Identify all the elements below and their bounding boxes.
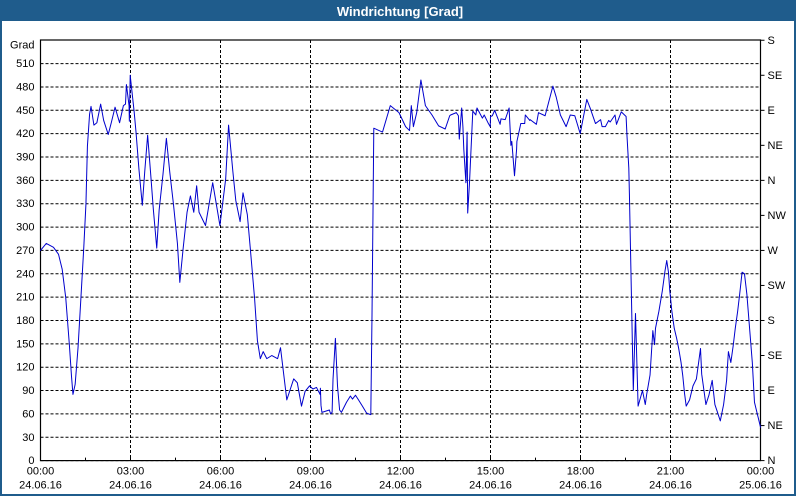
svg-text:24.06.16: 24.06.16 bbox=[559, 480, 602, 492]
svg-text:18:00: 18:00 bbox=[567, 466, 595, 478]
svg-text:420: 420 bbox=[16, 128, 34, 140]
svg-text:NE: NE bbox=[768, 140, 783, 152]
svg-text:E: E bbox=[768, 105, 775, 117]
svg-text:24.06.16: 24.06.16 bbox=[19, 480, 62, 492]
svg-text:SE: SE bbox=[768, 70, 783, 82]
svg-text:24.06.16: 24.06.16 bbox=[469, 480, 512, 492]
svg-text:390: 390 bbox=[16, 152, 34, 164]
svg-text:00:00: 00:00 bbox=[27, 466, 55, 478]
svg-text:270: 270 bbox=[16, 245, 34, 257]
svg-text:60: 60 bbox=[22, 408, 34, 420]
svg-text:300: 300 bbox=[16, 222, 34, 234]
svg-text:12:00: 12:00 bbox=[387, 466, 415, 478]
svg-text:24.06.16: 24.06.16 bbox=[109, 480, 152, 492]
svg-text:NW: NW bbox=[768, 210, 787, 222]
svg-text:24.06.16: 24.06.16 bbox=[199, 480, 242, 492]
svg-text:480: 480 bbox=[16, 81, 34, 93]
svg-text:06:00: 06:00 bbox=[207, 466, 235, 478]
svg-text:330: 330 bbox=[16, 198, 34, 210]
svg-text:150: 150 bbox=[16, 338, 34, 350]
svg-text:N: N bbox=[768, 175, 776, 187]
svg-text:Grad: Grad bbox=[10, 40, 34, 52]
svg-text:15:00: 15:00 bbox=[477, 466, 505, 478]
svg-text:30: 30 bbox=[22, 432, 34, 444]
svg-text:W: W bbox=[768, 245, 779, 257]
svg-text:240: 240 bbox=[16, 268, 34, 280]
svg-text:25.06.16: 25.06.16 bbox=[739, 480, 782, 492]
svg-text:120: 120 bbox=[16, 362, 34, 374]
svg-text:90: 90 bbox=[22, 385, 34, 397]
svg-text:210: 210 bbox=[16, 292, 34, 304]
svg-text:360: 360 bbox=[16, 175, 34, 187]
svg-text:09:00: 09:00 bbox=[297, 466, 325, 478]
svg-text:450: 450 bbox=[16, 105, 34, 117]
svg-text:NE: NE bbox=[768, 420, 783, 432]
svg-text:00:00: 00:00 bbox=[747, 466, 775, 478]
svg-text:S: S bbox=[768, 35, 775, 47]
svg-text:24.06.16: 24.06.16 bbox=[649, 480, 692, 492]
svg-text:03:00: 03:00 bbox=[117, 466, 145, 478]
svg-text:E: E bbox=[768, 385, 775, 397]
svg-text:SE: SE bbox=[768, 350, 783, 362]
svg-text:180: 180 bbox=[16, 315, 34, 327]
svg-text:S: S bbox=[768, 315, 775, 327]
svg-text:24.06.16: 24.06.16 bbox=[379, 480, 422, 492]
svg-text:24.06.16: 24.06.16 bbox=[289, 480, 332, 492]
svg-text:510: 510 bbox=[16, 58, 34, 70]
svg-text:21:00: 21:00 bbox=[657, 466, 685, 478]
svg-text:SW: SW bbox=[768, 280, 786, 292]
